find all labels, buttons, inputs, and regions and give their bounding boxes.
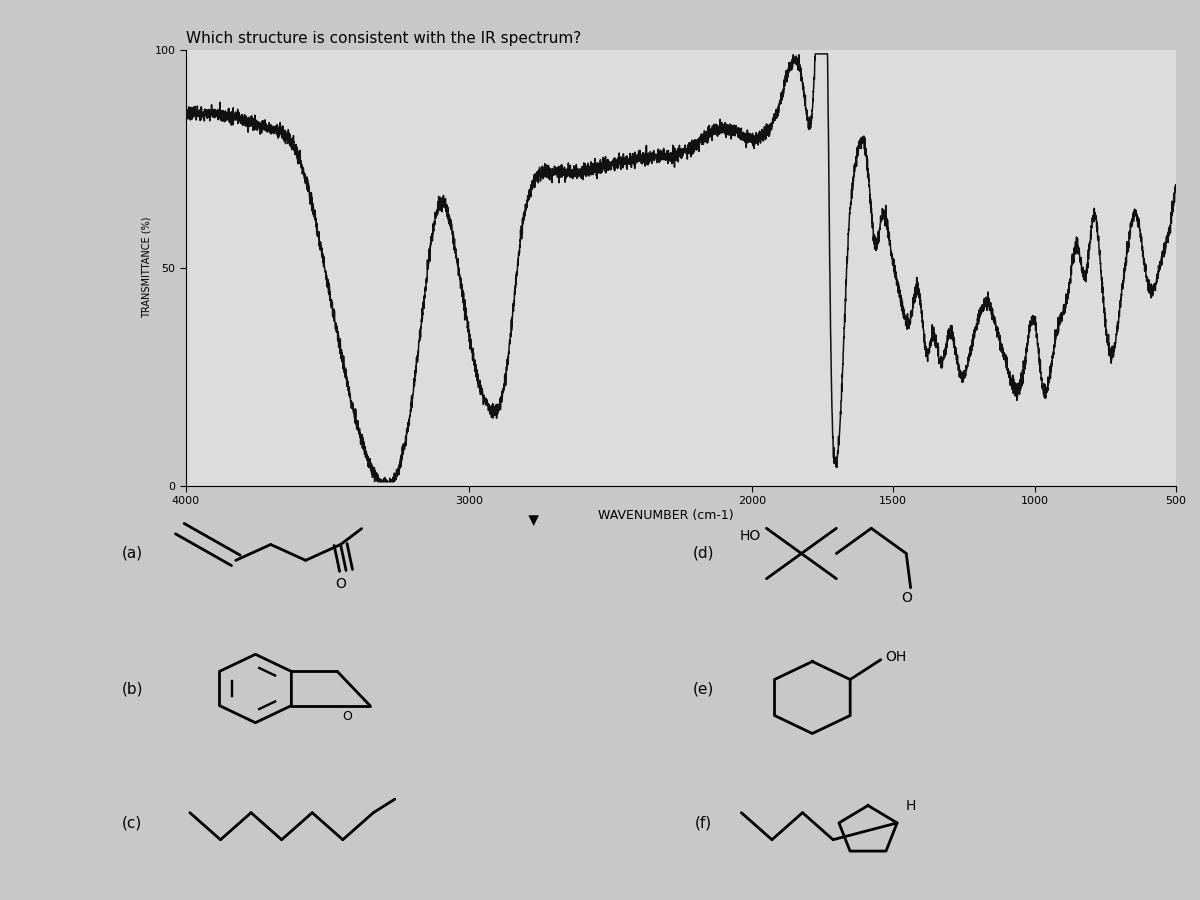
Text: O: O (901, 591, 912, 606)
Text: WAVENUMBER (cm-1): WAVENUMBER (cm-1) (598, 508, 734, 521)
Y-axis label: TRANSMITTANCE (%): TRANSMITTANCE (%) (142, 217, 152, 319)
Text: O: O (335, 577, 346, 590)
Text: H: H (906, 798, 916, 813)
Text: HO: HO (739, 528, 761, 543)
Text: O: O (343, 710, 353, 723)
Text: (e): (e) (692, 681, 714, 696)
Text: (c): (c) (122, 816, 142, 831)
Text: ▲: ▲ (529, 513, 539, 527)
Text: Which structure is consistent with the IR spectrum?: Which structure is consistent with the I… (186, 32, 581, 47)
Text: (f): (f) (695, 816, 712, 831)
Text: (d): (d) (692, 546, 714, 561)
Text: (b): (b) (121, 681, 143, 696)
Text: (a): (a) (121, 546, 143, 561)
Text: OH: OH (886, 650, 906, 664)
